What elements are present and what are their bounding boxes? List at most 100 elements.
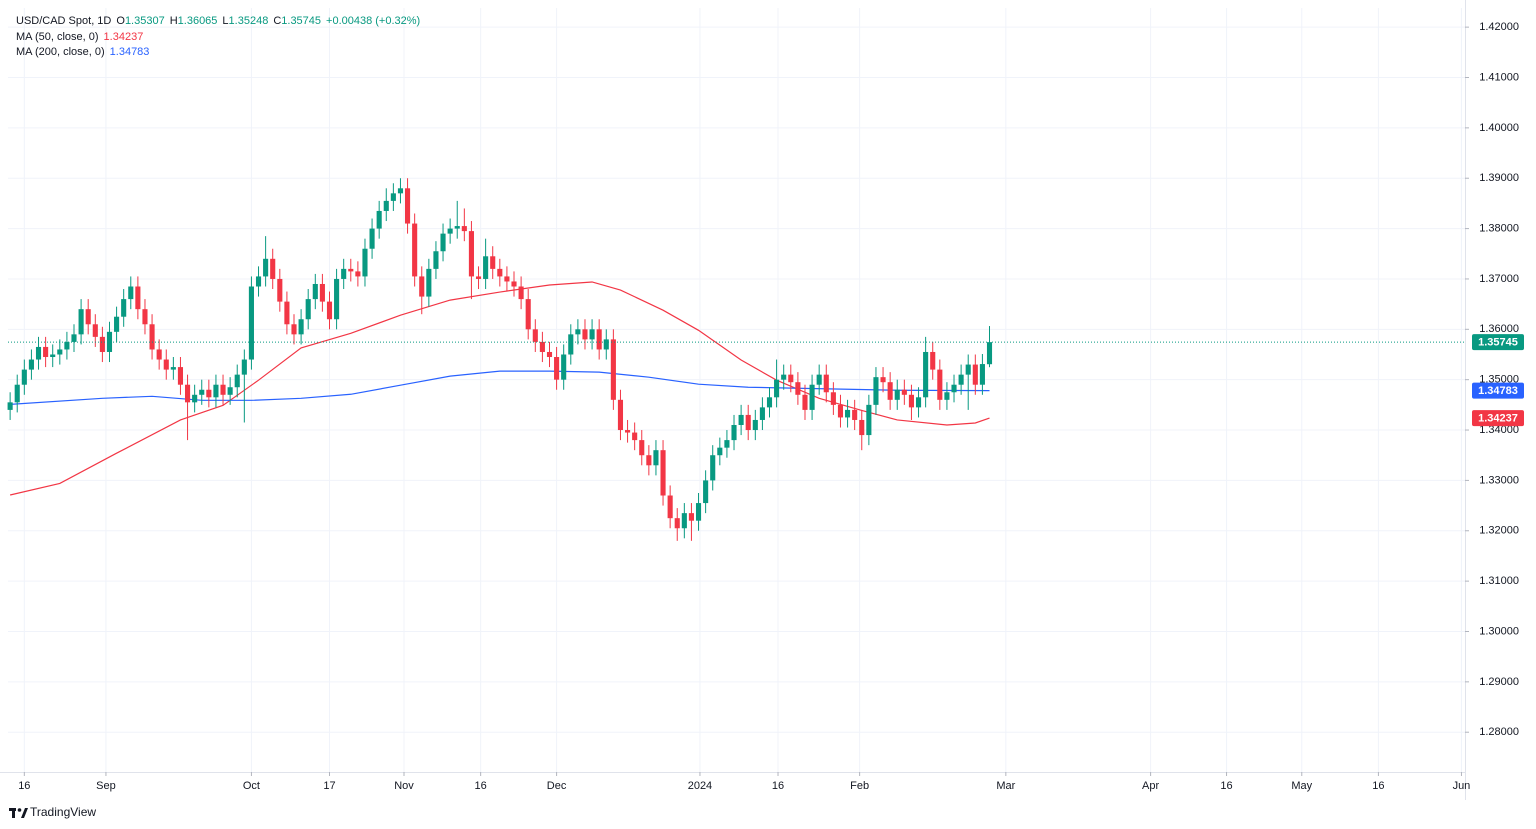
- candle-body: [177, 367, 184, 385]
- candle-body: [951, 384, 957, 393]
- logo-shape: [17, 808, 22, 812]
- candle-body: [497, 268, 503, 277]
- candle-body: [575, 329, 581, 335]
- candle-body: [114, 316, 120, 332]
- x-tick-label: Jun: [1453, 780, 1471, 792]
- x-tick-label: 16: [475, 780, 487, 792]
- candle-body: [525, 299, 531, 330]
- candle-body: [184, 384, 191, 403]
- label: H: [170, 15, 178, 27]
- candle-body: [915, 397, 922, 408]
- y-tick-label: 1.42000: [1479, 21, 1519, 33]
- candle-body: [681, 513, 687, 529]
- candle-body: [326, 301, 333, 320]
- price-badge-label: 1.34783: [1478, 385, 1518, 397]
- candle-body: [369, 228, 375, 249]
- candle-body: [610, 339, 616, 400]
- candle-body: [291, 324, 297, 335]
- candle-body: [781, 374, 787, 380]
- candle-body: [944, 392, 950, 400]
- candle-body: [532, 329, 538, 342]
- y-tick-label: 1.35000: [1479, 374, 1519, 386]
- candle-body: [979, 364, 985, 385]
- candle-body: [816, 374, 822, 385]
- label: L: [222, 15, 228, 27]
- x-tick-label: 16: [1220, 780, 1232, 792]
- candle-body: [930, 351, 936, 370]
- candle-body: [334, 278, 340, 320]
- candle-body: [405, 188, 411, 224]
- candle-body: [923, 351, 929, 398]
- candle-body: [710, 455, 716, 481]
- plot: [7, 178, 1465, 541]
- y-tick-label: 1.36000: [1479, 323, 1519, 335]
- candle-body: [170, 367, 176, 370]
- candle-body: [596, 329, 602, 350]
- candle-body: [972, 364, 978, 385]
- x-tick-label: 16: [1372, 780, 1384, 792]
- candle-body: [546, 351, 553, 358]
- candle-body: [149, 324, 155, 350]
- candle-body: [490, 256, 496, 269]
- candle-body: [852, 409, 858, 420]
- symbol: USD/CAD Spot, 1D: [16, 15, 111, 27]
- candle-body: [128, 286, 134, 300]
- brand: TradingView: [30, 805, 96, 819]
- legend-name: MA (50, close, 0): [16, 31, 99, 43]
- candle-body: [447, 228, 453, 234]
- candle-body: [227, 387, 233, 395]
- header-legend: USD/CAD Spot, 1D O1.35307 H1.36065 L1.35248…: [16, 15, 420, 27]
- candle-body: [887, 382, 893, 400]
- candle-body: [582, 329, 588, 340]
- x-tick-label: 2024: [688, 780, 712, 792]
- legend-value: 1.34237: [104, 31, 144, 43]
- x-tick-label: Apr: [1142, 780, 1159, 792]
- candle-body: [35, 346, 42, 360]
- candle-body: [483, 256, 489, 279]
- candle-body: [568, 334, 574, 355]
- candle-body: [774, 379, 780, 398]
- candle-body: [284, 301, 290, 325]
- candle-body: [625, 430, 631, 433]
- candle-body: [511, 281, 517, 287]
- price-badge: [1472, 334, 1524, 351]
- candle-body: [561, 354, 567, 380]
- candle-body: [341, 268, 347, 279]
- x-tick-label: Mar: [996, 780, 1015, 792]
- candle-body: [92, 324, 98, 337]
- candle-body: [646, 455, 652, 466]
- candle-body: [454, 226, 460, 229]
- candle-body: [539, 341, 545, 352]
- candle-body: [688, 513, 694, 521]
- y-tick-label: 1.29000: [1479, 676, 1519, 688]
- candle-body: [468, 231, 474, 277]
- candle-body: [255, 276, 262, 287]
- close-value: 1.35745: [281, 15, 321, 27]
- x-tick-label: Nov: [394, 780, 414, 792]
- candle-body: [248, 286, 254, 360]
- candle-body: [845, 409, 851, 418]
- candle-body: [937, 369, 943, 400]
- candle-body: [234, 374, 240, 388]
- candle-body: [986, 342, 993, 365]
- candle-body: [156, 349, 162, 360]
- x-tick-label: Feb: [850, 780, 869, 792]
- label: C: [273, 15, 281, 27]
- candle-body: [99, 336, 105, 352]
- candle-body: [759, 407, 765, 420]
- candle-body: [788, 374, 794, 383]
- candle-body: [199, 389, 205, 395]
- candle-body: [475, 276, 482, 279]
- candle-body: [504, 276, 510, 282]
- y-tick-label: 1.41000: [1479, 71, 1519, 83]
- x-tick-label: May: [1291, 780, 1312, 792]
- candle-body: [717, 447, 723, 456]
- y-tick-label: 1.34000: [1479, 424, 1519, 436]
- candle-body: [220, 384, 226, 395]
- candle-body: [412, 223, 418, 277]
- candle-body: [703, 480, 709, 504]
- open-value: 1.35307: [125, 15, 165, 27]
- candle-body: [632, 432, 638, 441]
- candle-body: [21, 369, 27, 385]
